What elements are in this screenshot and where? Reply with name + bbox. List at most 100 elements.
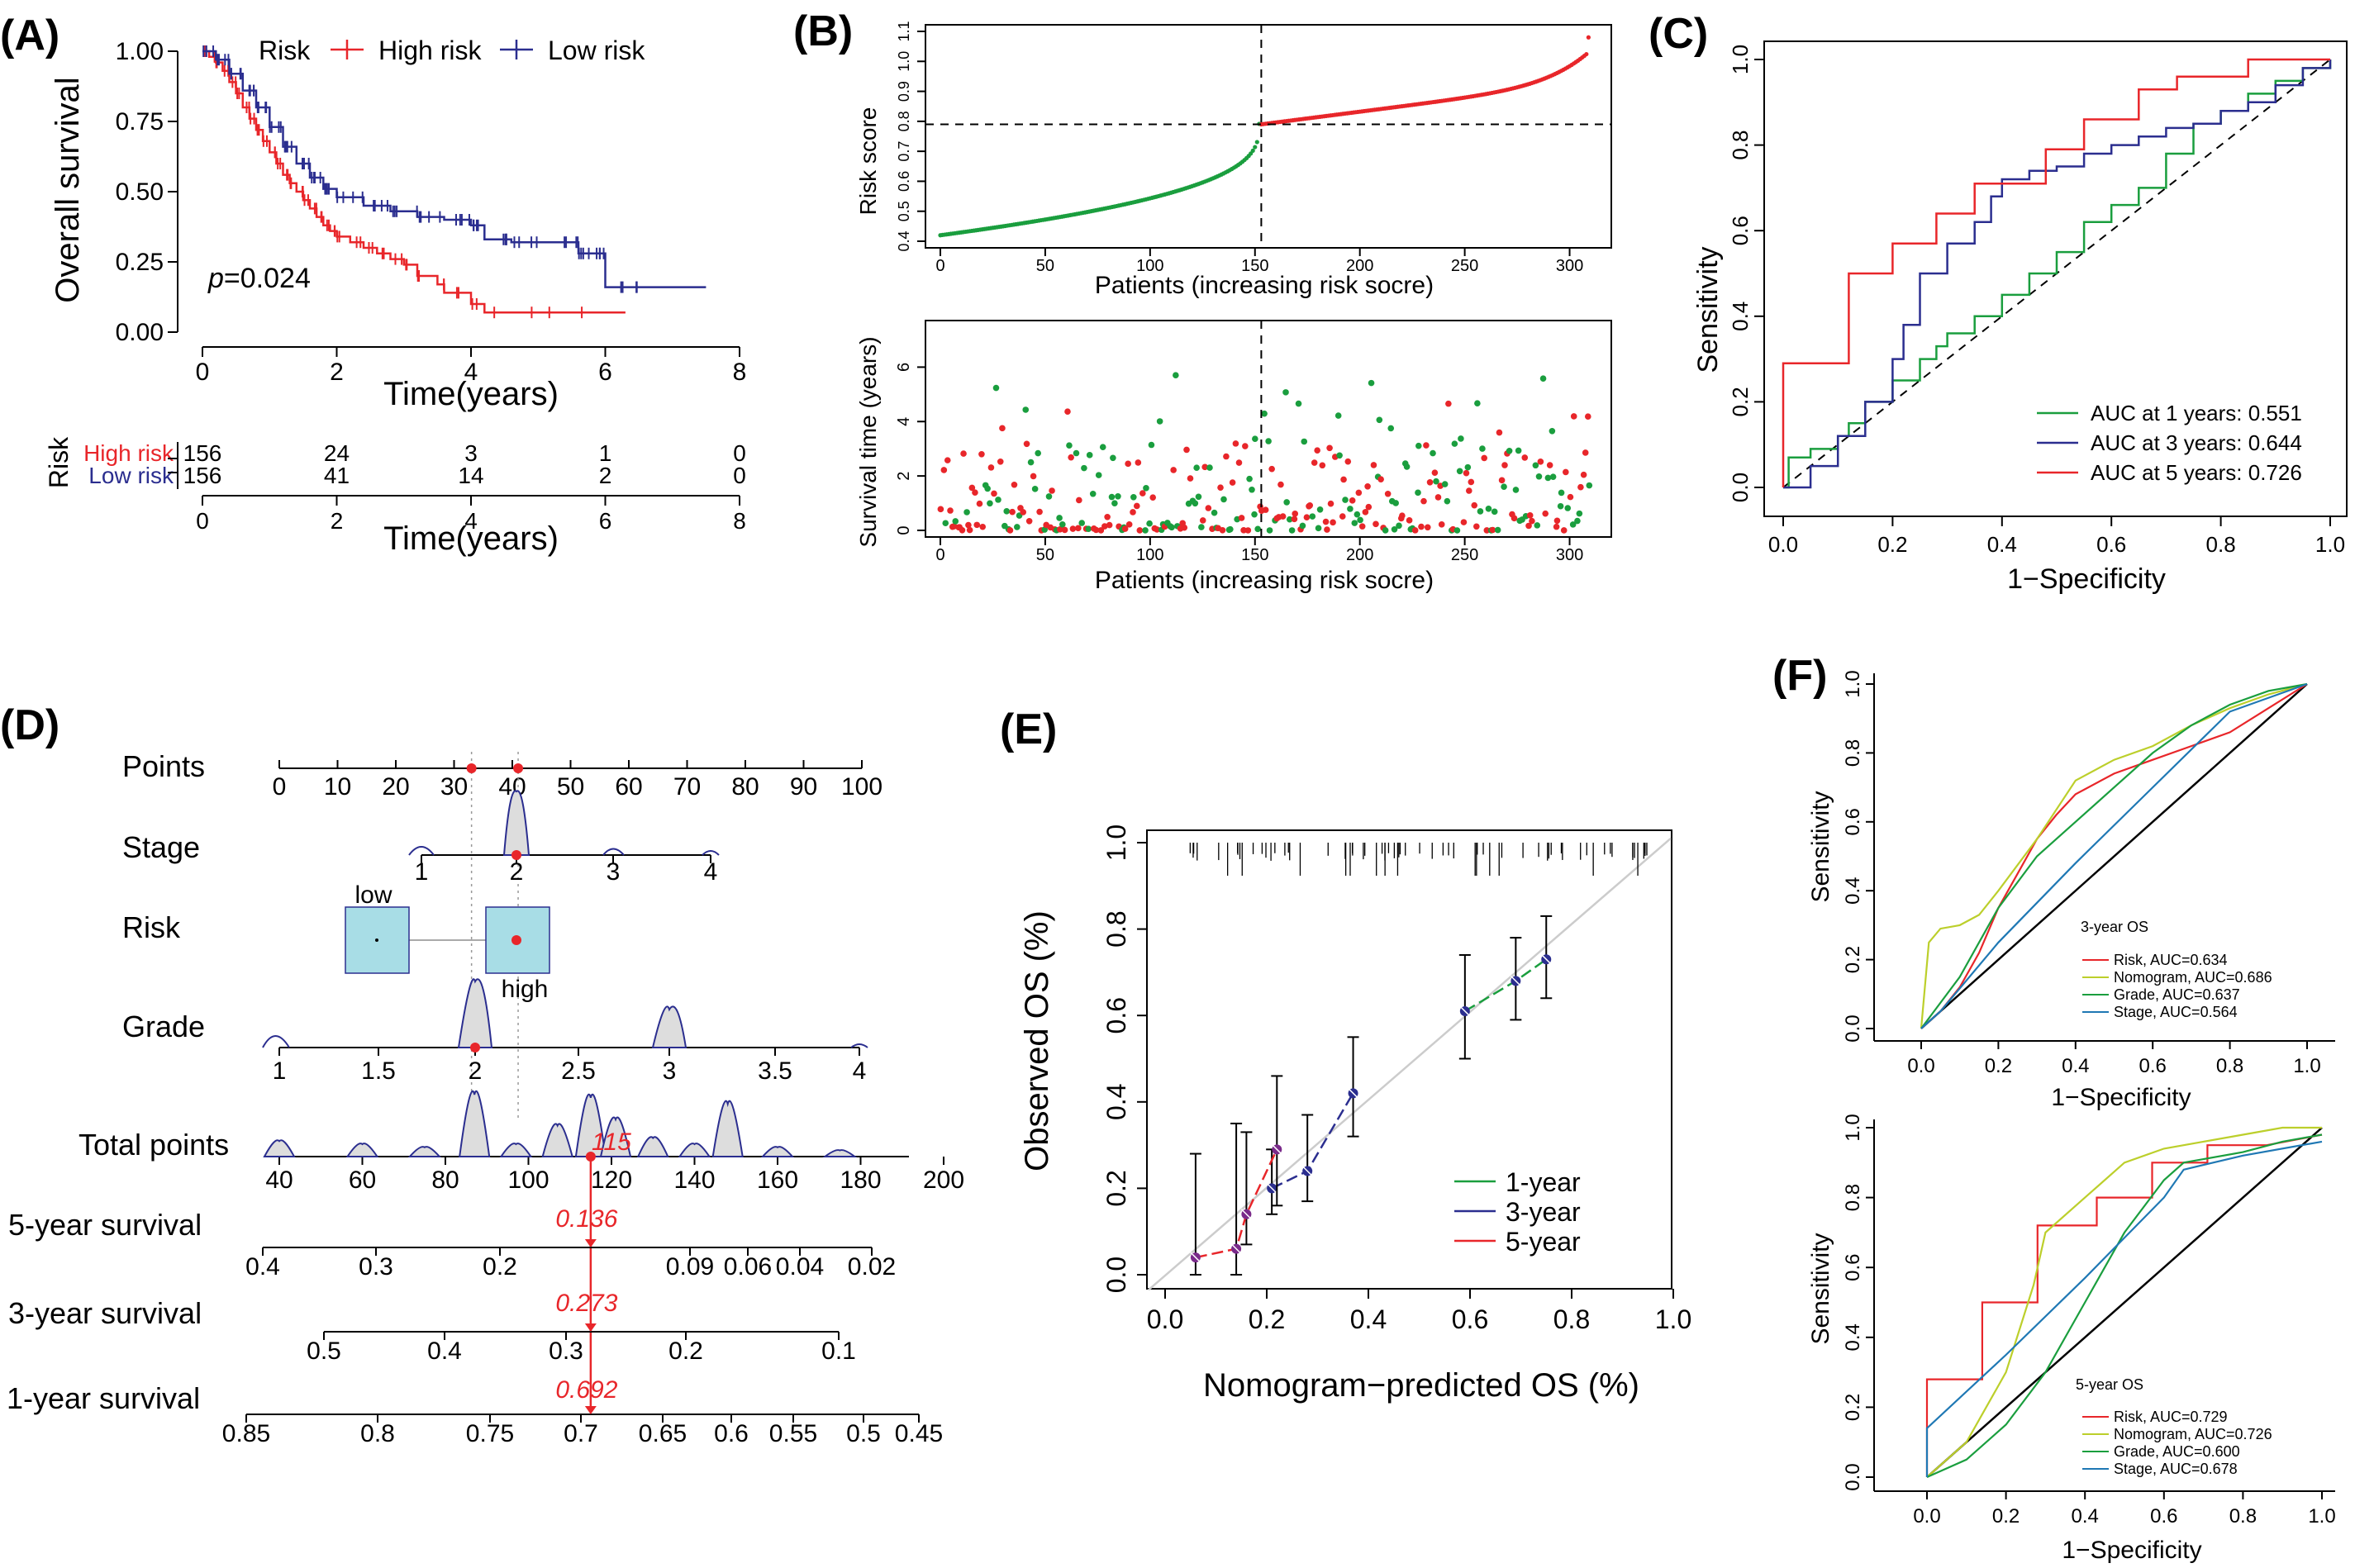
f1-y-tick-label: 1.0 (1842, 670, 1864, 697)
a-y-tick-label: 1.00 (116, 38, 164, 65)
d-grade-tick-label: 1.5 (361, 1057, 396, 1085)
b-survival-point (1438, 521, 1445, 528)
a-legend-high: High risk (378, 36, 482, 65)
b-survival-point (1399, 512, 1406, 520)
b-survival-point (947, 507, 954, 514)
e-calib-red (1195, 1148, 1278, 1259)
b-survival-point (1069, 525, 1077, 532)
b-survival-point (968, 484, 976, 492)
b-top-y-tick-label: 1.0 (896, 51, 912, 72)
f1-x-tick-label: 1.0 (2293, 1055, 2320, 1077)
b-survival-point (1355, 489, 1363, 497)
b-survival-point (1340, 476, 1347, 483)
b-survival-point (978, 450, 985, 458)
c-y-tick-label: 0.6 (1728, 216, 1753, 245)
b-survival-point (1586, 482, 1593, 489)
b-survival-point (1434, 494, 1442, 501)
b-survival-point (1238, 515, 1245, 521)
b-survival-point (1377, 476, 1384, 482)
b-survival-point (1326, 444, 1333, 452)
b-survival-point (1537, 459, 1544, 465)
f1-y-tick-label: 0.8 (1842, 739, 1864, 767)
d-row-label-5: 5-year survival (8, 1208, 202, 1242)
b-top-y-tick-label: 0.4 (896, 230, 912, 251)
a-pvalue: p=0.024 (207, 263, 311, 294)
b-survival-point (1316, 506, 1324, 513)
b-survival-point (959, 526, 966, 534)
b-survival-point (1344, 458, 1352, 465)
d-total-tick-label: 140 (673, 1166, 715, 1194)
panel-label-b: (B) (793, 7, 853, 55)
b-survival-point (1295, 400, 1302, 407)
d-total-tick-label: 60 (349, 1166, 376, 1194)
b-survival-point (1081, 464, 1087, 472)
b-survival-point (995, 497, 1001, 503)
a-legend-title: Risk (259, 36, 311, 65)
b-survival-point (1582, 449, 1589, 456)
b-survival-point (1515, 447, 1522, 454)
b-risk-point (1586, 35, 1591, 40)
b-survival-point (1261, 410, 1268, 417)
a-risk-cell: 24 (324, 440, 350, 466)
d-total-density (599, 1116, 632, 1157)
f2-diagonal (1926, 1127, 2323, 1478)
b-survival-point (1283, 499, 1290, 506)
e-y-tick-label: 0.4 (1101, 1084, 1131, 1120)
f1-x-tick-label: 0.2 (1985, 1055, 2012, 1077)
c-frame (1763, 40, 2348, 517)
b-survival-point (1370, 462, 1377, 468)
b-survival-point (1035, 449, 1041, 457)
f1-diagonal (1920, 683, 2308, 1029)
b-survival-point (1354, 511, 1361, 518)
d-total-density (574, 1093, 607, 1157)
f2-y-tick-label: 0.4 (1842, 1323, 1864, 1351)
b-survival-point (1027, 459, 1035, 466)
a-x-tick-label: 2 (330, 359, 344, 386)
f1-x-tick-label: 0.4 (2062, 1055, 2089, 1077)
b-survival-point (1406, 517, 1413, 524)
b-survival-point (1205, 505, 1212, 511)
b-survival-point (1466, 487, 1472, 494)
e-calib-cross (1510, 975, 1521, 986)
b-survival-point (1580, 471, 1587, 478)
d-stage-tick-label: 1 (415, 858, 429, 886)
c-y-tick-label: 0.4 (1728, 302, 1753, 331)
f1-ylabel: Sensitivity (1807, 791, 1834, 902)
b-survival-point (1089, 490, 1097, 497)
b-survival-point (1242, 443, 1249, 449)
b-top-y-tick-label: 0.6 (896, 171, 912, 192)
b-survival-point (1195, 493, 1202, 501)
d-stage-tick-label: 2 (510, 858, 524, 886)
d-points-tick-label: 10 (324, 773, 351, 801)
b-survival-point (1339, 513, 1346, 520)
d-total-tick-label: 80 (431, 1166, 459, 1194)
e-calib-green (1464, 958, 1548, 1013)
b-survival-point (1474, 400, 1481, 406)
d-stage-density (502, 790, 530, 856)
b-survival-point (1491, 508, 1498, 516)
b-survival-point (984, 485, 991, 492)
a-risk-x-tick-label: 2 (331, 508, 344, 534)
f1-legend-label: Stage, AUC=0.564 (2114, 1004, 2238, 1020)
b-survival-point (1086, 452, 1093, 459)
b-survival-point (1498, 477, 1506, 484)
b-survival-point (1534, 522, 1541, 529)
a-risk-cell: 0 (733, 463, 746, 488)
d-total-tick-label: 180 (840, 1166, 881, 1194)
e-calib-cross (1190, 1252, 1201, 1263)
f2-roc-teal (1925, 1140, 2323, 1477)
b-survival-point (1143, 485, 1149, 492)
b-survival-point (1319, 462, 1326, 469)
c-x-tick-label: 0.8 (2206, 532, 2236, 557)
b-survival-point (1011, 481, 1018, 488)
f1-x-tick-label: 0.8 (2216, 1055, 2243, 1077)
b-risk-point (1253, 145, 1258, 150)
f2-legend-label: Grade, AUC=0.600 (2114, 1443, 2240, 1460)
d-1y-value: 0.692 (555, 1376, 617, 1404)
d-total-value: 115 (592, 1128, 631, 1156)
b-bottom-xlabel: Patients (increasing risk socre) (1095, 567, 1434, 594)
e-y-tick-label: 1.0 (1101, 824, 1131, 861)
d-points-tick-label: 0 (273, 773, 287, 801)
b-survival-point (1227, 525, 1234, 533)
b-survival-point (1068, 454, 1074, 461)
